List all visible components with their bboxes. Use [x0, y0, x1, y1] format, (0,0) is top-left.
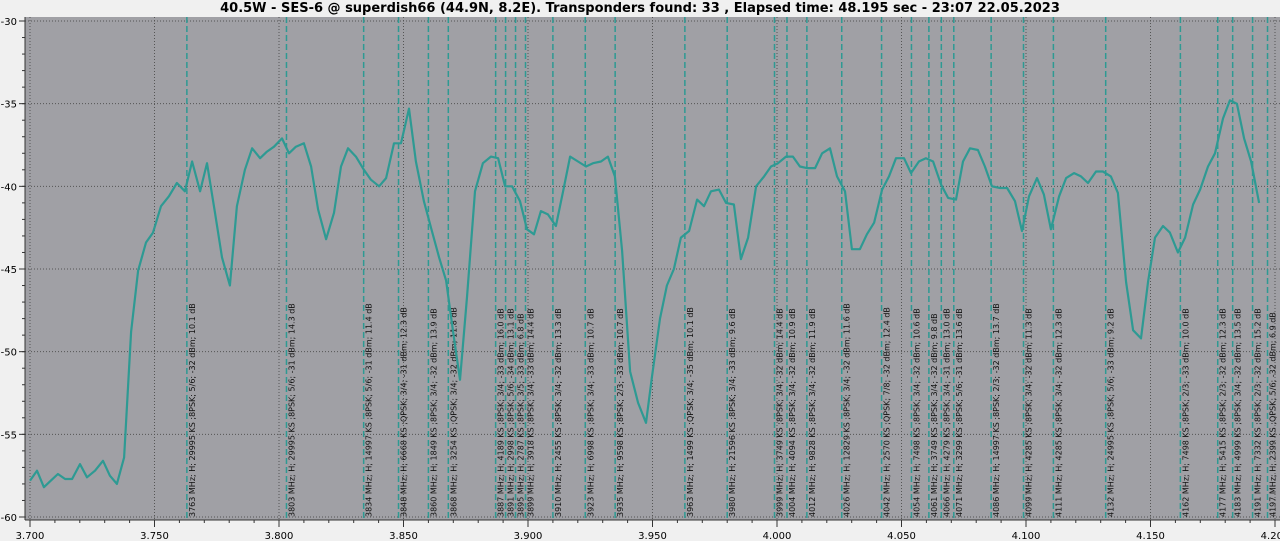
x-tick-label: 3.750 — [140, 531, 169, 541]
x-tick-label: 4.050 — [887, 531, 916, 541]
transponder-label: 3999 MHz; H; 3749 KS ;8PSK; 3/4; -32 dBm… — [776, 308, 785, 517]
transponder-label: 4086 MHz; H; 14997 KS ;8PSK; 2/3; -32 dB… — [992, 303, 1001, 517]
transponder-label: 4012 MHz; H; 9828 KS ;8PSK; 3/4; -32 dBm… — [808, 308, 817, 517]
transponder-label: 4066 MHz; H; 4279 KS ;8PSK; 3/4; -31 dBm… — [942, 308, 951, 517]
transponder-label: 3910 MHz; H; 2455 KS ;8PSK; 3/4; -32 dBm… — [554, 308, 563, 517]
transponder-label: 4162 MHz; H; 7498 KS ;8PSK; 2/3; -33 dBm… — [1181, 308, 1190, 517]
y-tick-label: -60 — [1, 513, 17, 524]
transponder-label: 4177 MHz; H; 5415 KS ;8PSK; 2/3; -32 dBm… — [1219, 308, 1228, 517]
y-tick-label: -55 — [1, 430, 17, 441]
transponder-label: 4099 MHz; H; 4285 KS ;8PSK; 3/4; -32 dBm… — [1025, 308, 1034, 517]
x-tick-label: 3.700 — [16, 531, 45, 541]
transponder-label: 4191 MHz; H; 7332 KS ;8PSK; 2/3; -32 dBm… — [1254, 308, 1263, 517]
transponder-label: 3895 MHz; H; 2787 KS ;8PSK; 3/5; -33 dBm… — [517, 313, 526, 517]
x-tick-label: 4.150 — [1136, 531, 1165, 541]
transponder-label: 4042 MHz; H; 2570 KS ;QPSK; 7/8; -32 dBm… — [883, 307, 892, 517]
x-tick-label: 3.950 — [638, 531, 667, 541]
transponder-label: 3899 MHz; H; 3918 KS ;8PSK; 3/4; -33 dBm… — [527, 308, 536, 517]
transponder-label: 3848 MHz; H; 6668 KS ;QPSK; 3/4; -31 dBm… — [400, 307, 409, 517]
y-tick-label: -50 — [1, 348, 17, 359]
transponder-label: 4132 MHz; H; 24995 KS ;8PSK; 5/6; -33 dB… — [1107, 308, 1116, 517]
y-tick-label: -35 — [1, 100, 17, 111]
transponder-label: 4026 MHz; H; 12829 KS ;8PSK; 3/4; -32 dB… — [843, 303, 852, 517]
x-tick-label: 3.900 — [514, 531, 543, 541]
x-tick-label: 4.200 — [1261, 531, 1280, 541]
transponder-label: 3834 MHz; H; 14997 KS ;8PSK; 5/6; -31 dB… — [365, 303, 374, 517]
x-tick-label: 4.100 — [1012, 531, 1041, 541]
transponder-label: 3980 MHz; H; 21596 KS ;8PSK; 3/4; -33 dB… — [728, 308, 737, 517]
transponder-label: 4061 MHz; H; 3749 KS ;8PSK; 3/4; -32 dBm… — [930, 313, 939, 517]
transponder-label: 3935 MHz; H; 9598 KS ;8PSK; 2/3; -33 dBm… — [616, 308, 625, 517]
transponder-label: 4004 MHz; H; 4094 KS ;8PSK; 3/4; -32 dBm… — [788, 308, 797, 517]
transponder-label: 4197 MHz; H; 2399 KS ;QPSK; 5/6; -32 dBm… — [1269, 312, 1278, 517]
x-tick-label: 3.850 — [389, 531, 418, 541]
chart-title: 40.5W - SES-6 @ superdish66 (44.9N, 8.2E… — [220, 1, 1060, 16]
transponder-label: 4071 MHz; H; 3299 KS ;8PSK; 5/6; -31 dBm… — [955, 308, 964, 517]
transponder-label: 3963 MHz; H; 1499 KS ;QPSK; 3/4; -35 dBm… — [686, 307, 695, 517]
transponder-label: 4054 MHz; H; 7498 KS ;8PSK; 3/4; -32 dBm… — [912, 308, 921, 517]
x-tick-label: 3.800 — [265, 531, 294, 541]
y-tick-label: -30 — [1, 17, 17, 28]
transponder-label: 4183 MHz; H; 4999 KS ;8PSK; 3/4; -32 dBm… — [1234, 308, 1243, 517]
x-tick-label: 4.000 — [763, 531, 792, 541]
transponder-label: 3803 MHz; H; 29995 KS ;8PSK; 5/6; -31 dB… — [287, 303, 296, 517]
y-tick-label: -40 — [1, 182, 17, 193]
transponder-label: 4111 MHz; H; 4285 KS ;8PSK; 3/4; -32 dBm… — [1054, 308, 1063, 517]
transponder-label: 3868 MHz; H; 3254 KS ;QPSK; 3/4; -32 dBm… — [449, 307, 458, 517]
transponder-label: 3860 MHz; H; 1849 KS ;8PSK; 3/4; -32 dBm… — [429, 308, 438, 517]
transponder-label: 3887 MHz; H; 4189 KS ;8PSK; 3/4; -33 dBm… — [497, 308, 506, 517]
transponder-label: 3923 MHz; H; 6998 KS ;8PSK; 3/4; -33 dBm… — [586, 308, 595, 517]
y-tick-label: -45 — [1, 265, 17, 276]
transponder-label: 3763 MHz; H; 29995 KS ;8PSK; 5/6; -32 dB… — [188, 303, 197, 517]
transponder-label: 3891 MHz; H; 2998 KS ;8PSK; 5/6; -34 dBm… — [507, 308, 516, 517]
